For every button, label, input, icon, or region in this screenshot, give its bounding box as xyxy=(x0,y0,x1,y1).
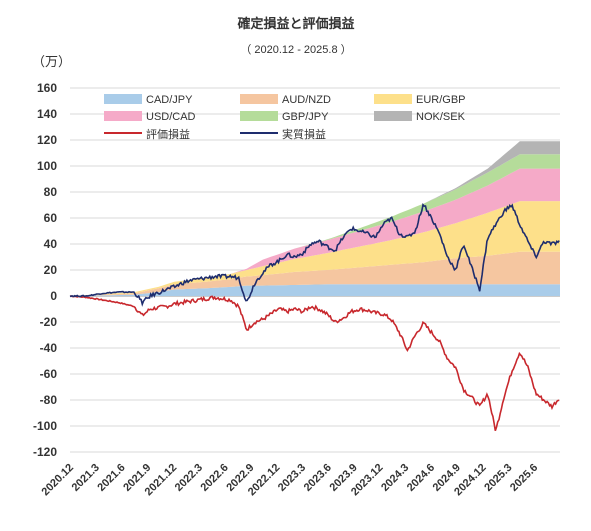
area-gbp-jpy xyxy=(70,154,560,296)
line-unrealized-pl xyxy=(70,295,560,431)
area-aud-nzd xyxy=(70,251,560,296)
y-tick-label: -60 xyxy=(40,367,58,381)
chart-title: 確定損益と評価損益 xyxy=(237,16,354,31)
y-tick-label: 60 xyxy=(44,211,58,225)
x-tick-label: 2023.6 xyxy=(302,462,334,494)
x-tick-label: 2024.6 xyxy=(405,462,437,494)
y-tick-label: -120 xyxy=(33,445,57,459)
y-axis-ticks: 160 140 120 100 80 60 40 20 0 -20 -40 -60 -80 -100 -12… xyxy=(33,81,57,459)
x-axis-ticks: 2020.122021.32021.62021.92021.122022.320… xyxy=(40,462,541,499)
unit-label: （万） xyxy=(32,54,71,69)
x-tick-label: 2022.6 xyxy=(199,462,231,494)
legend-label: EUR/GBP xyxy=(416,94,466,106)
legend: CAD/JPY AUD/NZD EUR/GBP USD/CAD GBP/JPY NOK/S… xyxy=(104,94,466,141)
x-tick-label: 2024.3 xyxy=(379,462,411,494)
legend-label: NOK/SEK xyxy=(416,111,466,123)
y-tick-label: 20 xyxy=(44,263,58,277)
area-nok-sek xyxy=(70,141,560,296)
legend-label: 評価損益 xyxy=(146,127,190,141)
area-cad-jpy xyxy=(70,284,560,296)
legend-swatch xyxy=(374,111,412,121)
line-series xyxy=(69,203,560,431)
y-tick-label: 100 xyxy=(37,159,57,173)
y-tick-label: 80 xyxy=(44,185,58,199)
legend-swatch xyxy=(240,94,278,104)
y-tick-label: -80 xyxy=(40,393,58,407)
legend-label: 実質損益 xyxy=(282,127,326,141)
y-tick-label: 160 xyxy=(37,81,57,95)
x-tick-label: 2025.6 xyxy=(508,462,540,494)
y-tick-label: 0 xyxy=(50,289,57,303)
legend-swatch xyxy=(374,94,412,104)
y-tick-label: 40 xyxy=(44,237,58,251)
x-tick-label: 2020.12 xyxy=(40,462,77,499)
x-tick-label: 2022.3 xyxy=(173,462,205,494)
y-tick-label: -20 xyxy=(40,315,58,329)
gridlines xyxy=(70,87,560,453)
chart-subtitle: （ 2020.12 - 2025.8 ） xyxy=(240,43,351,56)
legend-label: AUD/NZD xyxy=(282,94,331,106)
x-tick-label: 2021.3 xyxy=(70,462,102,494)
x-tick-label: 2021.6 xyxy=(95,462,127,494)
legend-swatch xyxy=(104,94,142,104)
area-usd-cad xyxy=(70,168,560,296)
x-tick-label: 2025.3 xyxy=(482,462,514,494)
legend-label: USD/CAD xyxy=(146,111,196,123)
stacked-areas xyxy=(70,141,560,296)
line-real-pl xyxy=(69,203,560,307)
legend-swatch xyxy=(104,111,142,121)
legend-label: CAD/JPY xyxy=(146,94,193,106)
y-tick-label: 120 xyxy=(37,133,57,147)
y-tick-label: -100 xyxy=(33,419,57,433)
y-tick-label: -40 xyxy=(40,341,58,355)
legend-swatch xyxy=(240,111,278,121)
y-tick-label: 140 xyxy=(37,107,57,121)
x-tick-label: 2023.3 xyxy=(276,462,308,494)
legend-label: GBP/JPY xyxy=(282,111,329,123)
